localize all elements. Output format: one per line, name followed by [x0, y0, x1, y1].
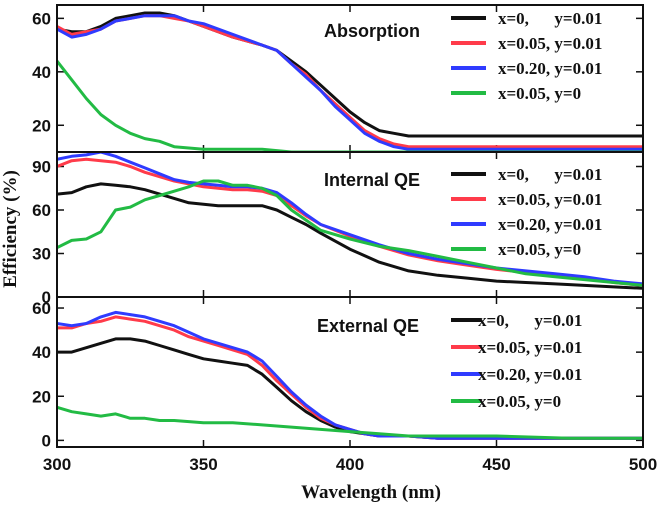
y-tick-label: 20 [32, 116, 51, 135]
x-tick-label: 350 [189, 455, 217, 474]
panel-frame [56, 296, 644, 448]
legend-label-1: x=0.05, y=0.01 [498, 190, 602, 209]
legend-label-1: x=0.05, y=0.01 [478, 338, 582, 357]
y-tick-label: 40 [32, 63, 51, 82]
legend-label-0: x=0, y=0.01 [498, 165, 602, 184]
panel-title: External QE [317, 316, 419, 336]
legend-label-3: x=0.05, y=0 [498, 240, 581, 259]
panel-title: Internal QE [324, 170, 420, 190]
y-tick-label: 0 [42, 431, 51, 450]
y-tick-label: 60 [32, 9, 51, 28]
x-axis-label: Wavelength (nm) [301, 482, 441, 503]
panel-2: 0 20 40 60 External QE x=0, y=0.01 x=0.05, y=0… [32, 296, 644, 450]
legend-label-0: x=0, y=0.01 [498, 9, 602, 28]
x-tick-label: 500 [629, 455, 657, 474]
series-line-3 [57, 405, 643, 440]
legend-label-2: x=0.20, y=0.01 [478, 365, 582, 384]
series-line-2 [57, 14, 643, 151]
y-tick-label: 60 [32, 201, 51, 220]
y-tick-label: 40 [32, 343, 51, 362]
legend-label-0: x=0, y=0.01 [478, 311, 582, 330]
y-tick-label: 90 [32, 158, 51, 177]
y-tick-label: 30 [32, 245, 51, 264]
y-tick-label: 0 [42, 288, 51, 307]
panel-title: Absorption [324, 21, 420, 41]
series-line-3 [57, 179, 643, 287]
legend-label-1: x=0.05, y=0.01 [498, 34, 602, 53]
y-axis-label: Efficiency (%) [0, 170, 21, 288]
series-line-0 [57, 182, 643, 290]
legend-label-3: x=0.05, y=0 [478, 392, 561, 411]
y-tick-label: 60 [32, 299, 51, 318]
series-line-3 [57, 59, 643, 152]
x-axis: 300 350 400 450 500 [43, 455, 657, 474]
legend-label-2: x=0.20, y=0.01 [498, 59, 602, 78]
panel-0: 20 40 60 Absorption x=0, y=0.01 x=0.05, y=0.0… [32, 4, 644, 153]
y-tick-label: 20 [32, 387, 51, 406]
x-tick-label: 450 [482, 455, 510, 474]
legend-label-2: x=0.20, y=0.01 [498, 215, 602, 234]
panel-1: 0 30 60 90 Internal QE x=0, y=0.01 x=0.05, y=0… [32, 151, 644, 307]
x-tick-label: 400 [336, 455, 364, 474]
x-tick-label: 300 [43, 455, 71, 474]
legend-label-3: x=0.05, y=0 [498, 84, 581, 103]
